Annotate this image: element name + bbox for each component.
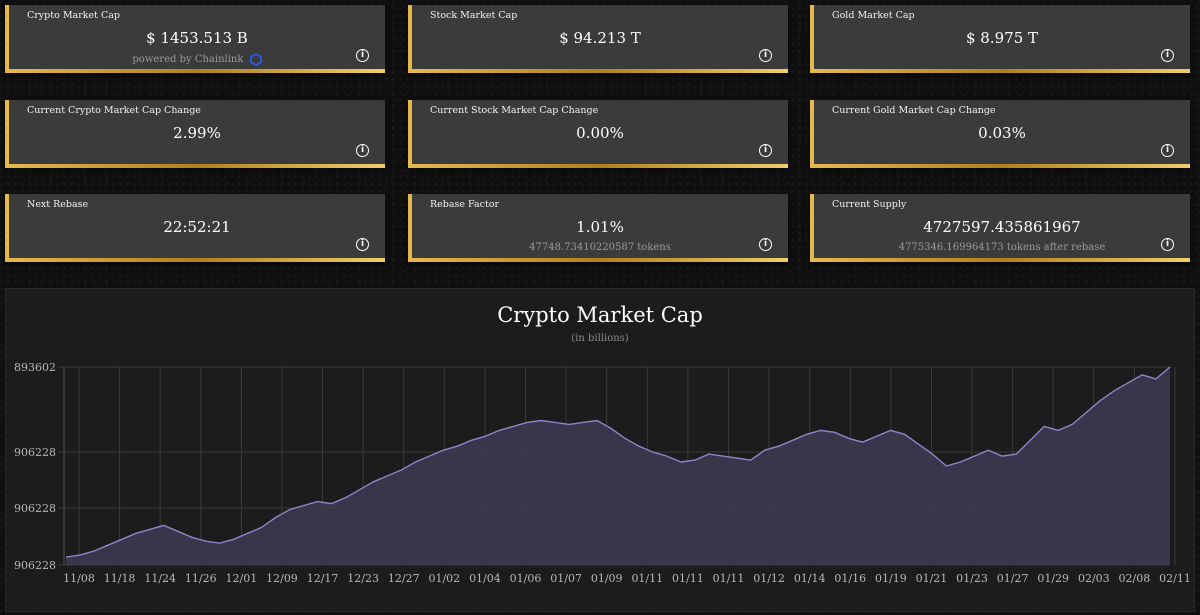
card-value: $ 94.213 T [559,29,641,47]
card-value: 1.01% [576,218,624,236]
card-value: 0.00% [576,124,624,142]
rebase-factor-card: Rebase Factor 1.01% 47748.73410220587 to… [408,194,788,262]
x-tick-label: 01/09 [591,572,623,585]
series-line [65,366,1171,558]
gold-market-cap-card: Gold Market Cap $ 8.975 T i [810,5,1190,73]
card-label: Rebase Factor [430,199,500,210]
x-tick-label: 11/18 [104,572,136,585]
y-tick-label: 906228 [14,446,56,459]
x-tick-label: 11/08 [63,572,95,585]
card-label: Current Crypto Market Cap Change [27,105,201,116]
card-label: Current Stock Market Cap Change [430,105,599,116]
info-icon[interactable]: i [759,238,772,251]
card-value: 22:52:21 [163,218,231,236]
x-tick-label: 02/11 [1159,572,1191,585]
card-value: 2.99% [173,124,221,142]
x-tick-label: 01/21 [916,572,948,585]
crypto-market-cap-chart[interactable]: 11/08 11/18 11/24 11/26 12/01 12/09 12/17 12/23… [6,289,1194,611]
card-subtext: 4775346.169964173 tokens after rebase [898,242,1106,253]
y-tick-label: 906228 [14,502,56,515]
x-tick-label: 01/27 [997,572,1029,585]
info-icon[interactable]: i [1161,49,1174,62]
x-tick-label: 01/11 [631,572,663,585]
y-tick-label: 906228 [14,559,56,572]
series-area [66,367,1170,565]
x-tick-label: 01/23 [956,572,988,585]
crypto-market-cap-card: Crypto Market Cap $ 1453.513 B powered b… [5,5,385,73]
y-tick-label: 893602 [14,361,56,374]
stock-market-cap-card: Stock Market Cap $ 94.213 T i [408,5,788,73]
info-icon[interactable]: i [759,144,772,157]
chainlink-icon [249,53,262,66]
x-tick-label: 01/16 [834,572,866,585]
card-subtext: 47748.73410220587 tokens [529,242,671,253]
info-icon[interactable]: i [356,144,369,157]
card-label: Crypto Market Cap [27,10,120,21]
x-tick-label: 01/02 [428,572,460,585]
card-value: $ 1453.513 B [146,29,248,47]
card-value: $ 8.975 T [965,29,1039,47]
x-tick-label: 11/24 [144,572,176,585]
card-label: Gold Market Cap [832,10,915,21]
info-icon[interactable]: i [1161,238,1174,251]
x-tick-label: 01/06 [510,572,542,585]
gold-market-cap-change-card: Current Gold Market Cap Change 0.03% i [810,100,1190,168]
card-value: 0.03% [978,124,1026,142]
info-icon[interactable]: i [759,49,772,62]
info-icon[interactable]: i [356,49,369,62]
card-label: Current Gold Market Cap Change [832,105,996,116]
x-tick-label: 11/26 [185,572,217,585]
x-tick-label: 01/14 [794,572,826,585]
x-tick-label: 01/11 [713,572,745,585]
stock-market-cap-change-card: Current Stock Market Cap Change 0.00% i [408,100,788,168]
chart-title: Crypto Market Cap [497,303,703,327]
crypto-market-cap-chart-panel: Crypto Market Cap (in billions) 11/08 11/… [5,288,1195,612]
x-tick-label: 12/27 [388,572,420,585]
card-subtext: powered by Chainlink [9,53,385,66]
x-tick-label: 12/17 [307,572,339,585]
x-tick-label: 01/04 [469,572,501,585]
x-tick-label: 12/23 [347,572,379,585]
x-tick-label: 02/08 [1119,572,1151,585]
current-supply-card: Current Supply 4727597.435861967 4775346… [810,194,1190,262]
x-tick-label: 12/01 [226,572,258,585]
x-tick-label: 01/07 [550,572,582,585]
next-rebase-card: Next Rebase 22:52:21 i [5,194,385,262]
x-tick-label: 01/11 [672,572,704,585]
card-label: Current Supply [832,199,907,210]
chart-subtitle: (in billions) [571,333,629,344]
info-icon[interactable]: i [1161,144,1174,157]
crypto-market-cap-change-card: Current Crypto Market Cap Change 2.99% i [5,100,385,168]
card-label: Stock Market Cap [430,10,518,21]
info-icon[interactable]: i [356,238,369,251]
card-value: 4727597.435861967 [923,218,1081,236]
card-label: Next Rebase [27,199,89,210]
x-tick-label: 01/12 [753,572,785,585]
x-tick-label: 01/19 [875,572,907,585]
x-tick-label: 02/03 [1078,572,1110,585]
powered-by-text: powered by Chainlink [132,54,244,65]
x-tick-label: 01/29 [1037,572,1069,585]
x-tick-label: 12/09 [266,572,298,585]
